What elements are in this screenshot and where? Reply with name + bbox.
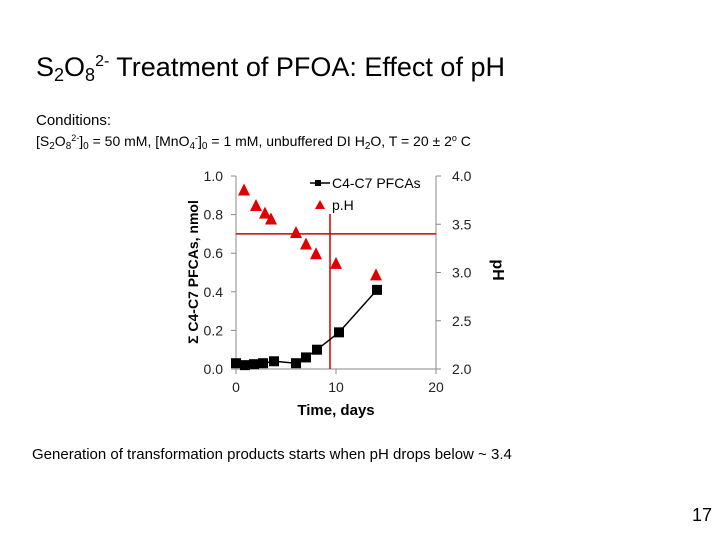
y-tick-label: 0.4 [204, 284, 224, 300]
y2-tick-label: 2.0 [452, 361, 472, 377]
pfcas-data-point [372, 284, 382, 295]
pfcas-data-point [249, 359, 259, 370]
chart-axes: 0.0 0.2 0.4 0.6 0.8 1.0 2.0 2.5 3.0 3.5 4.0 0 10 20 [204, 168, 472, 395]
page-number: 17 [691, 505, 712, 525]
legend-label: p.H [332, 197, 354, 213]
x-tick-label: 10 [328, 379, 344, 395]
pfcas-data-point [301, 352, 311, 363]
legend-swatch-triangle [315, 200, 325, 209]
slide-title: S2O82- Treatment of PFOA: Effect of pH [36, 52, 505, 85]
y-tick-label: 0.2 [204, 322, 224, 338]
slide-caption: Generation of transformation products st… [32, 446, 512, 463]
y2-tick-label: 4.0 [452, 168, 472, 184]
pfcas-data-point [231, 358, 241, 369]
legend-label: C4-C7 PFCAs [332, 175, 421, 191]
y2-tick-label: 3.0 [452, 265, 472, 281]
ph-data-point [300, 237, 312, 250]
ph-data-point [290, 225, 302, 238]
pfcas-data-point [312, 344, 322, 355]
conditions-text: [S2O82-]0 = 50 mM, [MnO4-]0 = 1 mM, unbu… [36, 133, 471, 152]
pfcas-data-point [334, 327, 344, 338]
x-axis-label: Time, days [297, 402, 374, 419]
chart-legend: C4-C7 PFCAs p.H [310, 175, 421, 213]
ph-data-point [250, 198, 262, 211]
pfcas-data-point [269, 356, 279, 367]
y-tick-label: 0.6 [204, 245, 224, 261]
y-tick-label: 0.0 [204, 361, 224, 377]
y2-tick-label: 3.5 [452, 216, 472, 232]
ph-data-point [370, 268, 382, 281]
y-tick-label: 1.0 [204, 168, 224, 184]
legend-swatch-square [315, 180, 321, 186]
y2-axis-label: pH [489, 259, 506, 280]
ph-data-point [310, 247, 322, 260]
ph-data-point [330, 256, 342, 269]
y2-tick-label: 2.5 [452, 313, 472, 329]
reference-lines [236, 214, 436, 369]
pfcas-data-point [258, 358, 268, 369]
ph-data-point [259, 206, 271, 219]
chart-series [231, 183, 382, 371]
y-tick-label: 0.8 [204, 207, 224, 223]
pfcas-data-point [240, 360, 250, 371]
ph-data-point [238, 183, 250, 196]
ph-data-point [265, 212, 277, 225]
x-tick-label: 20 [428, 379, 444, 395]
x-tick-label: 0 [232, 379, 240, 395]
conditions-heading: Conditions: [36, 112, 112, 129]
pfcas-data-point [291, 358, 301, 369]
y-axis-label: Σ C4-C7 PFCAs, nmol [185, 200, 201, 344]
